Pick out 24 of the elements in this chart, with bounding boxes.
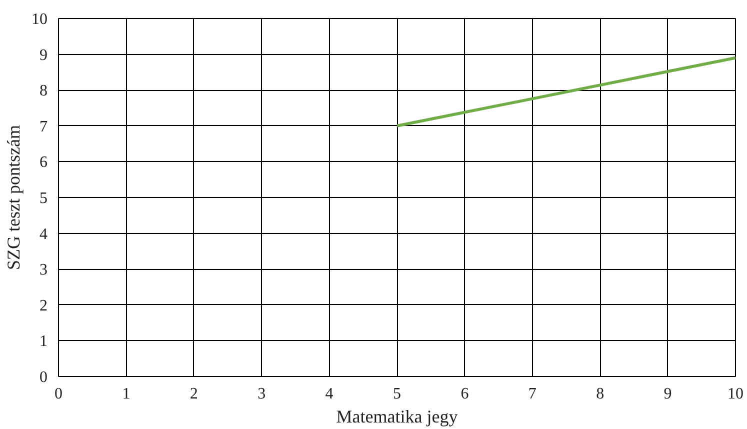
y-tick-label: 6 <box>40 154 48 172</box>
x-tick-label: 0 <box>54 386 62 402</box>
y-tick-label: 7 <box>40 118 48 136</box>
y-axis-title: SZG teszt pontszám <box>4 125 24 270</box>
x-axis-title: Matematika jegy <box>336 406 458 426</box>
x-tick-label: 9 <box>664 386 672 402</box>
x-tick-label: 3 <box>258 386 266 402</box>
x-tick-label: 4 <box>325 386 334 402</box>
y-tick-label: 10 <box>32 11 48 28</box>
x-tick-label: 5 <box>393 386 401 402</box>
y-tick-label: 4 <box>40 226 48 243</box>
x-tick-label: 10 <box>728 386 744 402</box>
x-tick-label: 6 <box>460 386 469 402</box>
x-tick-label: 1 <box>122 386 130 402</box>
y-tick-label: 0 <box>40 369 48 386</box>
y-tick-label: 8 <box>40 82 48 100</box>
y-tick-label: 3 <box>40 262 48 279</box>
x-tick-label: 7 <box>528 386 536 402</box>
x-tick-label: 8 <box>596 386 604 402</box>
y-tick-label: 5 <box>40 190 48 207</box>
x-tick-label: 2 <box>190 386 198 402</box>
y-tick-label: 9 <box>40 46 48 64</box>
y-tick-label: 1 <box>40 333 48 350</box>
y-tick-label: 2 <box>40 297 48 314</box>
